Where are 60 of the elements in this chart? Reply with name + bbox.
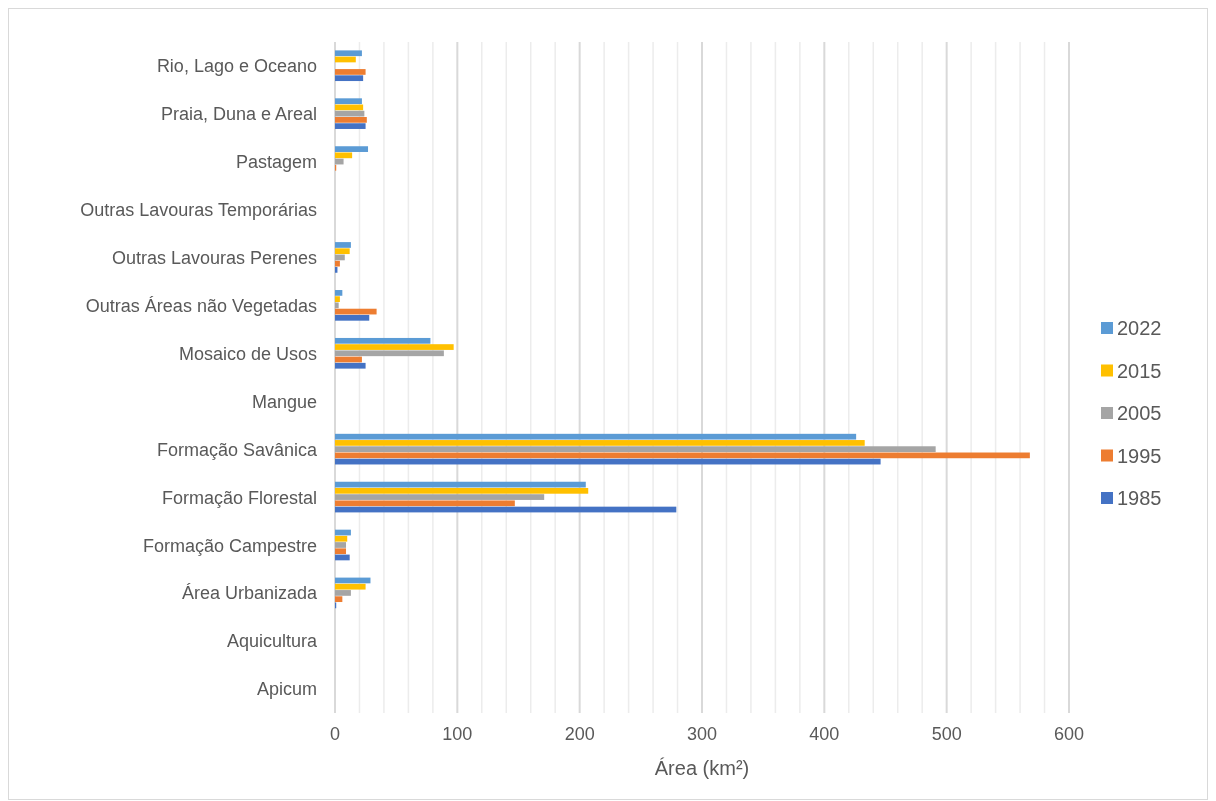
y-tick-label: Outras Lavouras Temporárias [80,200,317,221]
x-tick-label: 400 [809,724,840,744]
bar [335,344,454,350]
bar [335,440,865,446]
x-axis-title: Área (km²) [654,757,750,779]
x-tick-label: 200 [564,724,595,744]
bar [335,110,365,117]
bar [335,248,350,255]
y-tick-label: Rio, Lago e Oceano [156,56,317,77]
y-tick-label: Outras Lavouras Perenes [111,247,317,268]
bar [335,50,362,57]
y-tick-label: Formação Florestal [161,487,317,508]
x-tick-label: 0 [329,724,341,744]
y-tick-label: Pastagem [235,152,317,173]
bar [335,590,351,596]
y-tick-label: Praia, Duna e Areal [160,104,317,125]
bar [335,146,369,152]
bar [335,69,366,75]
y-tick-label: Aquicultura [226,631,318,652]
y-tick-label: Formação Savânica [156,439,318,460]
bar [335,314,370,321]
y-tick-label: Apicum [256,679,317,700]
bar [335,350,444,357]
bar [335,500,515,507]
bar [335,337,431,344]
legend-label: 1995 [1117,444,1162,467]
legend-label: 2015 [1117,359,1162,382]
y-tick-label: Área Urbanizada [181,583,318,604]
bar [335,152,353,159]
legend-label: 2005 [1117,402,1162,424]
bar [335,487,589,494]
legend-label: 2022 [1117,317,1162,339]
x-tick-label: 500 [931,724,962,744]
bar [335,290,343,296]
bar [335,433,857,440]
bar [335,583,366,590]
bar [335,260,340,267]
bar [335,117,367,123]
x-tick-label: 100 [442,724,473,744]
bar [335,362,366,369]
y-tick-label: Outras Áreas não Vegetadas [85,295,317,316]
bar [335,158,344,165]
bar [335,98,362,105]
bar [335,494,545,500]
y-tick-label: Mangue [251,391,317,412]
y-tick-label: Formação Campestre [142,535,317,556]
legend-label: 1985 [1117,487,1162,509]
y-tick-label: Mosaico de Usos [178,343,317,364]
bar [335,242,351,248]
bar [335,302,339,309]
bar [335,535,348,542]
bar [335,596,343,603]
bar [335,296,340,302]
bar [335,123,366,129]
bar [335,75,364,82]
x-tick-label: 600 [1053,724,1085,744]
bar [335,446,936,453]
x-tick-label: 300 [686,724,718,744]
bar [335,542,347,548]
bar [335,548,347,555]
